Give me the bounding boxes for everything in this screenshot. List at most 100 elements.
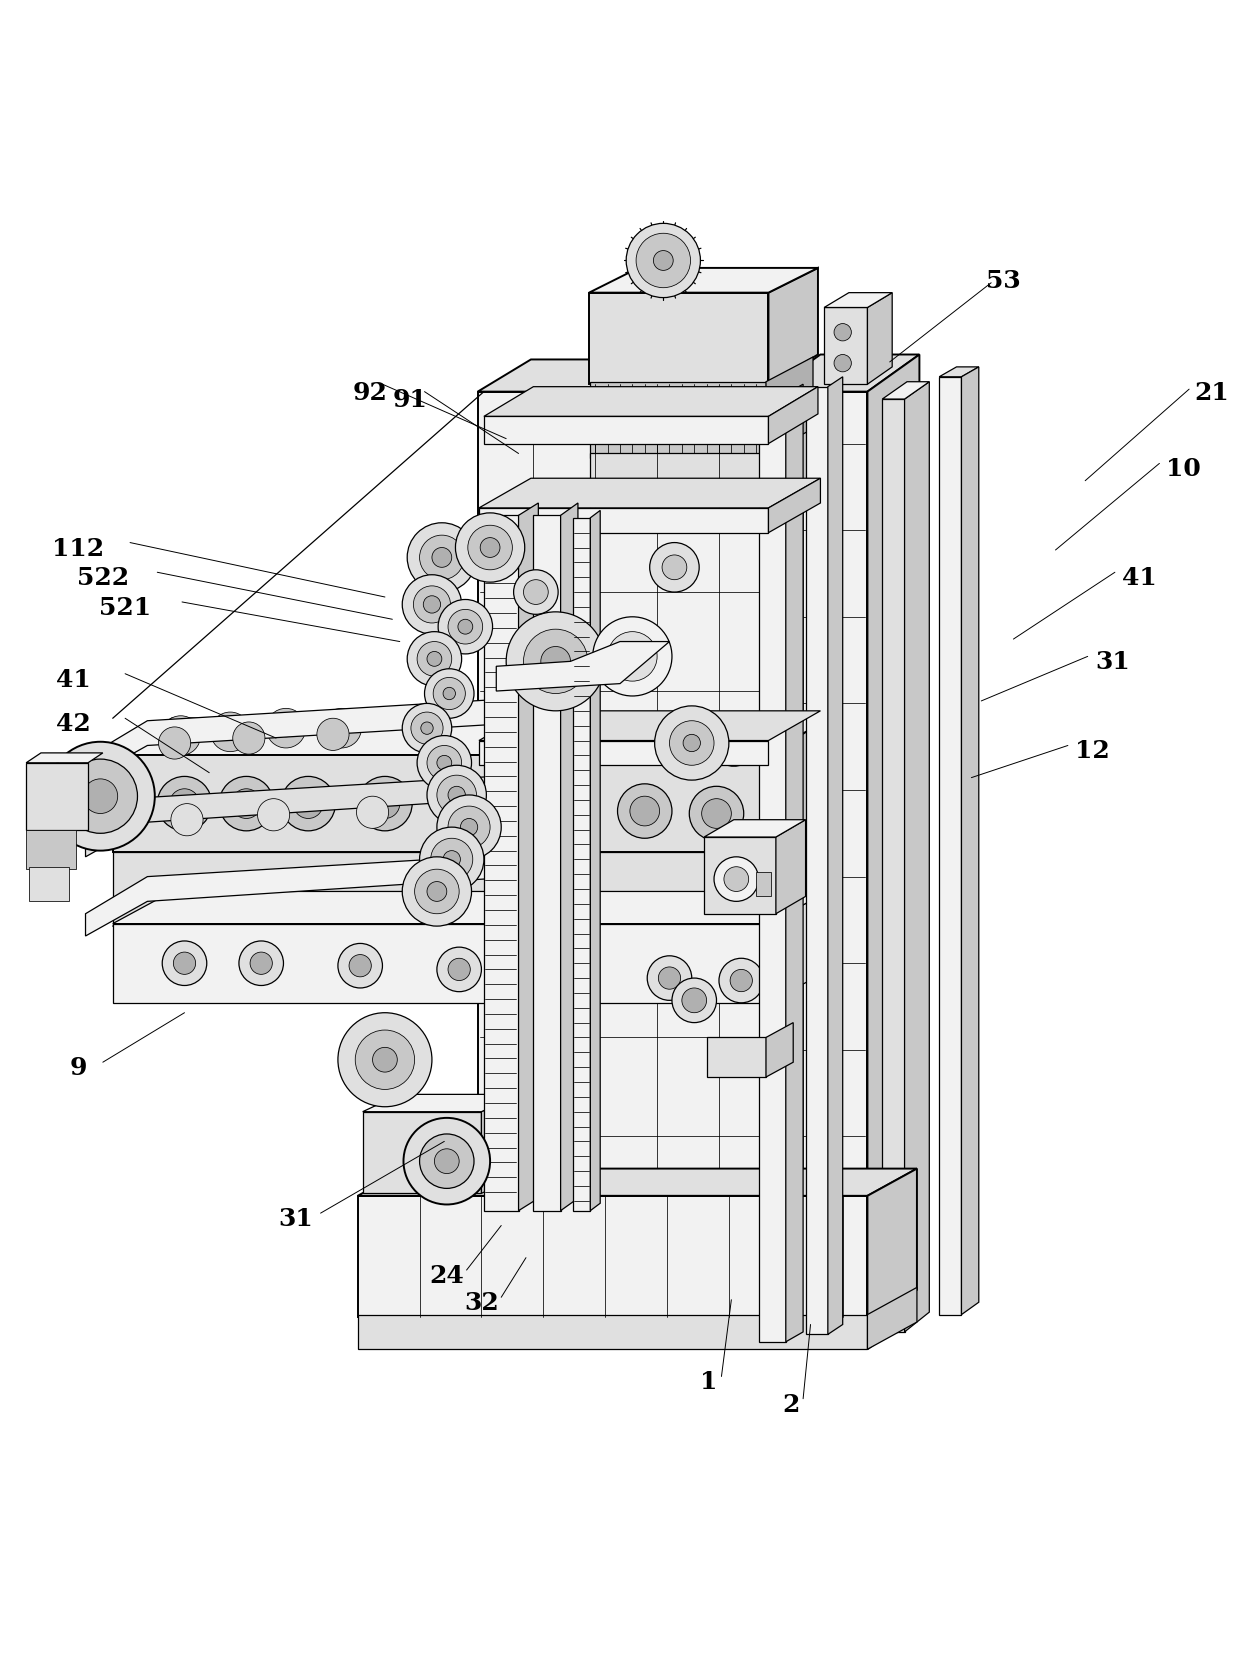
Polygon shape — [766, 358, 813, 459]
Circle shape — [523, 630, 588, 694]
Circle shape — [647, 956, 692, 1001]
Circle shape — [434, 1149, 459, 1174]
Circle shape — [339, 944, 382, 988]
Polygon shape — [769, 719, 828, 852]
Polygon shape — [113, 756, 769, 852]
Circle shape — [427, 652, 441, 667]
Circle shape — [267, 709, 306, 749]
Circle shape — [322, 709, 361, 749]
Circle shape — [294, 790, 324, 818]
Circle shape — [170, 790, 200, 818]
Circle shape — [443, 687, 455, 701]
Circle shape — [523, 580, 548, 605]
Circle shape — [513, 571, 558, 615]
Polygon shape — [883, 383, 929, 400]
Text: 2: 2 — [782, 1391, 800, 1416]
Circle shape — [419, 1134, 474, 1189]
Circle shape — [480, 538, 500, 558]
Circle shape — [174, 953, 196, 974]
Polygon shape — [362, 1095, 518, 1112]
Polygon shape — [769, 820, 828, 927]
Circle shape — [725, 739, 743, 756]
Polygon shape — [479, 741, 769, 766]
Circle shape — [423, 596, 440, 613]
Circle shape — [455, 796, 487, 828]
Circle shape — [414, 870, 459, 914]
Circle shape — [424, 669, 474, 719]
Circle shape — [454, 791, 484, 820]
Circle shape — [171, 805, 203, 837]
Polygon shape — [868, 1287, 916, 1349]
Polygon shape — [868, 294, 893, 385]
Polygon shape — [769, 479, 821, 533]
Polygon shape — [766, 1023, 794, 1077]
Circle shape — [714, 727, 754, 768]
Circle shape — [172, 727, 190, 744]
Circle shape — [417, 736, 471, 791]
Circle shape — [415, 717, 448, 749]
Polygon shape — [29, 867, 69, 902]
Circle shape — [587, 732, 604, 749]
Circle shape — [159, 727, 191, 759]
Circle shape — [413, 586, 450, 623]
Text: 31: 31 — [279, 1206, 314, 1230]
Polygon shape — [769, 393, 868, 1349]
Circle shape — [432, 548, 451, 568]
Polygon shape — [26, 763, 88, 830]
Polygon shape — [776, 820, 806, 914]
Circle shape — [575, 721, 615, 761]
Circle shape — [622, 647, 642, 667]
Circle shape — [339, 1013, 432, 1107]
Text: 91: 91 — [392, 388, 427, 412]
Polygon shape — [357, 1169, 916, 1196]
Circle shape — [670, 721, 714, 766]
Bar — [756, 872, 771, 897]
Circle shape — [407, 524, 476, 593]
Circle shape — [250, 953, 273, 974]
Polygon shape — [477, 360, 821, 393]
Circle shape — [420, 722, 433, 734]
Circle shape — [348, 954, 371, 978]
Circle shape — [835, 354, 852, 373]
Circle shape — [410, 712, 443, 744]
Circle shape — [281, 776, 336, 832]
Circle shape — [427, 766, 486, 825]
Circle shape — [467, 526, 512, 571]
Polygon shape — [769, 269, 818, 385]
Polygon shape — [86, 850, 595, 936]
Circle shape — [543, 793, 573, 823]
Circle shape — [408, 711, 448, 751]
Text: 10: 10 — [1166, 457, 1200, 480]
Circle shape — [724, 867, 749, 892]
Polygon shape — [113, 892, 828, 924]
Polygon shape — [769, 354, 919, 393]
Polygon shape — [590, 454, 766, 516]
Text: 21: 21 — [1194, 380, 1229, 405]
Circle shape — [278, 721, 295, 738]
Polygon shape — [904, 383, 929, 1332]
Circle shape — [403, 1119, 490, 1205]
Circle shape — [417, 642, 451, 677]
Circle shape — [407, 632, 461, 687]
Circle shape — [46, 743, 155, 852]
Circle shape — [495, 716, 534, 756]
Circle shape — [402, 704, 451, 753]
Polygon shape — [518, 504, 538, 1211]
Circle shape — [419, 536, 464, 580]
Circle shape — [232, 790, 262, 818]
Polygon shape — [786, 385, 804, 1342]
Polygon shape — [26, 753, 103, 763]
Polygon shape — [484, 388, 818, 417]
Polygon shape — [496, 642, 670, 692]
Circle shape — [529, 800, 562, 832]
Circle shape — [636, 234, 691, 289]
Circle shape — [593, 618, 672, 697]
Polygon shape — [769, 360, 821, 1211]
Circle shape — [219, 776, 274, 832]
Circle shape — [502, 721, 534, 753]
Text: 12: 12 — [1075, 739, 1110, 763]
Circle shape — [653, 252, 673, 270]
Polygon shape — [86, 771, 595, 857]
Circle shape — [448, 959, 470, 981]
Circle shape — [441, 778, 496, 833]
